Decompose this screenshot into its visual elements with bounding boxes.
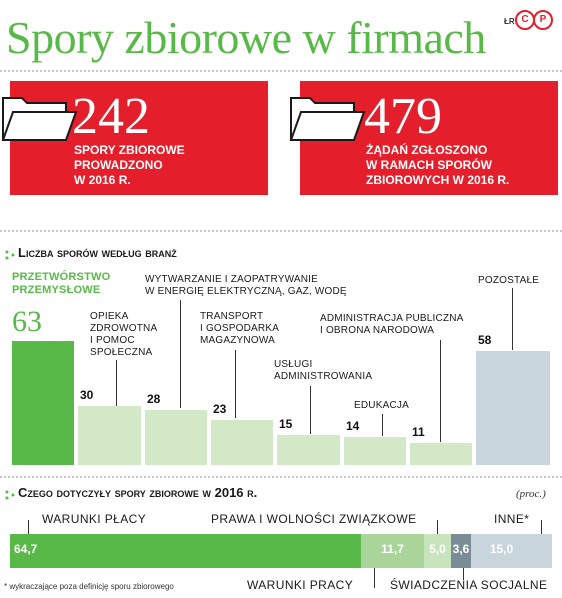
bar bbox=[211, 420, 273, 465]
data-label: 3,6 bbox=[452, 542, 470, 556]
category-label: INNE* bbox=[494, 512, 530, 526]
leader-line bbox=[28, 520, 29, 534]
data-label: 23 bbox=[213, 402, 227, 416]
category-label: ADMINISTRACJA PUBLICZNA I OBRONA NARODOW… bbox=[320, 313, 464, 336]
category-label: TRANSPORT I GOSPODARKA MAGAZYNOWA bbox=[200, 311, 280, 346]
category-label: OPIEKA ZDROWOTNA I POMOC SPOŁECZNA bbox=[90, 311, 158, 358]
bar bbox=[78, 406, 141, 465]
data-label: 63 bbox=[12, 305, 42, 338]
category-label: WARUNKI PRACY bbox=[247, 578, 354, 592]
leader-line bbox=[463, 568, 464, 580]
topics-chart-title: Czego dotyczyły spory zbiorowe w 2016 r. bbox=[18, 485, 258, 500]
data-label: 15,0 bbox=[489, 542, 514, 556]
fact-text: ŻĄDAŃ ZGŁOSZONO W RAMACH SPORÓW ZBIOROWY… bbox=[366, 143, 510, 187]
stack-segment bbox=[471, 534, 552, 568]
data-label: 28 bbox=[147, 392, 161, 406]
leader-line bbox=[116, 360, 117, 406]
logo-c-icon: C bbox=[515, 10, 535, 30]
leader-line bbox=[541, 520, 542, 534]
leader-line bbox=[382, 414, 383, 436]
bar bbox=[277, 435, 340, 465]
top-divider bbox=[0, 70, 562, 73]
leader-line bbox=[437, 520, 438, 534]
leader-line bbox=[374, 568, 375, 588]
unit-label: (proc.) bbox=[516, 488, 546, 500]
category-label: PRAWA I WOLNOŚCI ZWIĄZKOWE bbox=[211, 512, 417, 526]
leader-line bbox=[235, 350, 236, 418]
fact-card-disputes: 242 SPORY ZBIOROWE PROWADZONO W 2016 R. bbox=[10, 81, 268, 195]
leader-line bbox=[310, 386, 311, 434]
section-arrow-icon bbox=[5, 490, 15, 500]
bar bbox=[145, 410, 207, 465]
page-title: Spory zbiorowe w firmach bbox=[6, 12, 486, 63]
bar bbox=[12, 341, 74, 465]
industries-chart-title: Liczba sporów według branż bbox=[18, 245, 177, 260]
bar bbox=[476, 351, 550, 465]
section-divider bbox=[0, 476, 562, 479]
fact-number: 242 bbox=[72, 88, 150, 145]
logo-p-icon: P bbox=[533, 10, 553, 30]
bar bbox=[410, 443, 472, 465]
data-label: 5,0 bbox=[429, 542, 446, 556]
category-label: WYTWARZANIE I ZAOPATRYWANIE W ENERGIĘ EL… bbox=[145, 274, 347, 297]
footnote: * wykraczające poza definicję sporu zbio… bbox=[4, 582, 174, 591]
data-label: 11 bbox=[412, 425, 425, 439]
data-label: 64,7 bbox=[14, 542, 38, 556]
stack-segment bbox=[10, 534, 361, 568]
stack-segment bbox=[451, 534, 471, 568]
section-arrow-icon bbox=[5, 250, 15, 260]
category-label: PRZETWÓRSTWO PRZEMYSŁOWE bbox=[12, 271, 111, 296]
folder-icon bbox=[289, 97, 366, 141]
leader-line bbox=[512, 288, 513, 350]
data-label: 30 bbox=[80, 388, 94, 402]
data-label: 14 bbox=[346, 419, 360, 433]
category-label: EDUKACJA bbox=[354, 400, 409, 411]
author-credit: ŁR bbox=[504, 17, 515, 26]
data-label: 15 bbox=[279, 417, 293, 431]
category-label: USŁUGI ADMINISTROWANIA bbox=[274, 359, 373, 382]
category-label: POZOSTAŁE bbox=[478, 275, 540, 286]
fact-card-demands: 479 ŻĄDAŃ ZGŁOSZONO W RAMACH SPORÓW ZBIO… bbox=[300, 81, 558, 195]
category-label: WARUNKI PŁACY bbox=[42, 512, 147, 526]
folder-icon bbox=[1, 97, 78, 141]
stack-segment bbox=[424, 534, 451, 568]
category-label: ŚWIADCZENIA SOCJALNE bbox=[390, 578, 548, 592]
bar bbox=[344, 437, 406, 465]
stack-segment bbox=[361, 534, 424, 568]
data-label: 58 bbox=[478, 333, 492, 347]
fact-number: 479 bbox=[364, 88, 442, 145]
fact-text: SPORY ZBIOROWE PROWADZONO W 2016 R. bbox=[74, 143, 185, 187]
leader-line bbox=[440, 340, 441, 442]
data-label: 11,7 bbox=[381, 542, 404, 556]
leader-line bbox=[180, 300, 181, 408]
section-divider bbox=[0, 230, 562, 233]
